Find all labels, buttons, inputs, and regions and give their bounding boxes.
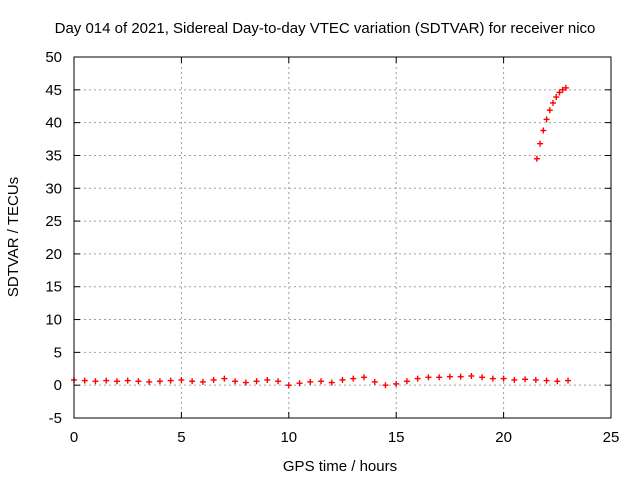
y-tick-label: 20	[45, 246, 62, 263]
data-point	[113, 378, 120, 385]
y-tick-label: 30	[45, 180, 62, 197]
data-point	[178, 376, 185, 383]
data-point	[554, 378, 561, 385]
y-tick-label: 10	[45, 312, 62, 329]
data-point	[210, 376, 217, 383]
data-point	[436, 374, 443, 381]
data-point	[425, 374, 432, 381]
x-axis-label: GPS time / hours	[283, 458, 397, 475]
data-points	[71, 84, 572, 389]
data-point	[403, 378, 410, 385]
x-tick-label: 10	[280, 429, 297, 446]
data-point	[543, 116, 550, 123]
data-point	[550, 99, 557, 106]
data-point	[382, 382, 389, 389]
data-point	[522, 376, 529, 383]
data-point	[537, 140, 544, 147]
data-point	[307, 378, 314, 385]
data-point	[146, 378, 153, 385]
data-point	[489, 375, 496, 382]
data-point	[457, 373, 464, 380]
data-point	[264, 376, 271, 383]
data-point	[500, 375, 507, 382]
data-point	[135, 378, 142, 385]
y-tick-label: 0	[54, 377, 62, 394]
plot-frame	[73, 56, 612, 419]
data-point	[446, 373, 453, 380]
data-point	[124, 377, 131, 384]
data-point	[92, 378, 99, 385]
data-point	[556, 89, 563, 96]
data-point	[553, 94, 560, 101]
data-point	[540, 127, 547, 134]
data-point	[242, 379, 249, 386]
data-point	[350, 375, 357, 382]
grid-lines	[74, 57, 611, 418]
x-tick-label: 15	[388, 429, 405, 446]
y-tick-labels: -5 0 5 10 15 20 25 30 35 40 45 50	[45, 49, 62, 427]
y-tick-label: 25	[45, 213, 62, 230]
y-tick-label: 5	[54, 344, 62, 361]
data-point	[167, 377, 174, 384]
chart-title: Day 014 of 2021, Sidereal Day-to-day VTE…	[55, 20, 596, 37]
data-point	[221, 375, 228, 382]
data-point	[318, 378, 325, 385]
data-point	[393, 380, 400, 387]
data-point	[565, 377, 572, 384]
data-point	[296, 380, 303, 387]
data-point	[81, 377, 88, 384]
x-tick-label: 0	[70, 429, 78, 446]
x-tick-label: 25	[603, 429, 620, 446]
data-point	[328, 379, 335, 386]
y-tick-label: 40	[45, 115, 62, 132]
data-point	[511, 376, 518, 383]
data-point	[533, 155, 540, 162]
x-tick-labels: 0 5 10 15 20 25	[70, 429, 620, 446]
data-point	[156, 378, 163, 385]
data-point	[103, 377, 110, 384]
y-tick-label: 45	[45, 82, 62, 99]
data-point	[199, 378, 206, 385]
data-point	[546, 107, 553, 114]
y-tick-label: 35	[45, 147, 62, 164]
data-point	[189, 378, 196, 385]
data-point	[371, 378, 378, 385]
data-point	[479, 374, 486, 381]
data-point	[253, 378, 260, 385]
data-point	[414, 375, 421, 382]
y-axis-label: SDTVAR / TECUs	[5, 177, 22, 297]
data-point	[339, 376, 346, 383]
data-point	[360, 374, 367, 381]
data-point	[559, 86, 566, 93]
axis-ticks	[73, 56, 612, 419]
x-tick-label: 5	[177, 429, 185, 446]
x-tick-label: 20	[495, 429, 512, 446]
data-point	[468, 372, 475, 379]
y-tick-label: 15	[45, 279, 62, 296]
data-point	[275, 378, 282, 385]
data-point	[285, 382, 292, 389]
data-point	[532, 376, 539, 383]
data-point	[543, 377, 550, 384]
y-tick-label: -5	[49, 410, 62, 427]
y-tick-label: 50	[45, 49, 62, 66]
data-point	[232, 378, 239, 385]
data-point	[562, 84, 569, 91]
